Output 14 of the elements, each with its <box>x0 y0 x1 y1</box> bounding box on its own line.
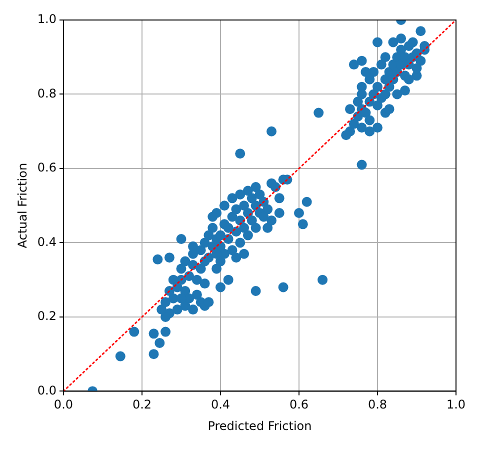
y-axis-title: Actual Friction <box>15 162 30 248</box>
x-axis-title: Predicted Friction <box>208 418 312 433</box>
y-tick-label: 0.2 <box>37 309 56 324</box>
y-tick-label: 0.4 <box>37 234 56 249</box>
y-tick-label: 0.6 <box>37 160 56 175</box>
y-tick-label: 0.0 <box>37 383 56 398</box>
x-tick-label: 0.4 <box>210 398 230 412</box>
x-tick-label: 0.8 <box>368 398 388 412</box>
x-tick-label: 1.0 <box>446 398 466 412</box>
x-tick-label: 0.0 <box>54 398 74 412</box>
x-tick-label: 0.6 <box>289 398 309 412</box>
x-tick-label: 0.2 <box>132 398 152 412</box>
y-tick-label: 1.0 <box>37 12 56 26</box>
y-tick-label: 0.8 <box>37 86 56 100</box>
